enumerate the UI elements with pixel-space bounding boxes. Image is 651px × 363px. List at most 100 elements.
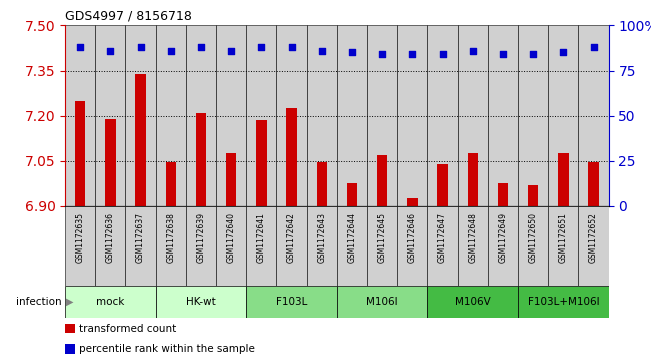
Point <box>165 48 176 54</box>
Point <box>105 48 116 54</box>
Point <box>75 44 85 50</box>
Bar <box>65 25 95 206</box>
Bar <box>428 206 458 286</box>
Bar <box>126 25 156 206</box>
Text: GSM1172638: GSM1172638 <box>166 212 175 263</box>
Text: M106I: M106I <box>367 297 398 307</box>
Bar <box>337 25 367 206</box>
Bar <box>277 25 307 206</box>
Text: GSM1172652: GSM1172652 <box>589 212 598 263</box>
Text: GSM1172636: GSM1172636 <box>106 212 115 263</box>
Bar <box>256 120 267 206</box>
Bar <box>579 25 609 206</box>
Bar <box>196 113 206 206</box>
Bar <box>277 206 307 286</box>
Point <box>256 44 267 50</box>
Bar <box>105 119 116 206</box>
Bar <box>65 344 75 354</box>
Bar <box>397 206 428 286</box>
Text: F103L+M106I: F103L+M106I <box>527 297 599 307</box>
Point <box>286 44 297 50</box>
Bar <box>548 206 579 286</box>
Bar <box>126 206 156 286</box>
Bar <box>458 206 488 286</box>
Bar <box>528 185 538 206</box>
Bar <box>498 183 508 206</box>
Bar <box>246 25 277 206</box>
Bar <box>186 206 216 286</box>
Bar <box>216 206 246 286</box>
Text: percentile rank within the sample: percentile rank within the sample <box>79 344 255 354</box>
Bar <box>458 25 488 206</box>
Point <box>528 52 538 57</box>
Bar <box>135 74 146 206</box>
Bar <box>316 162 327 206</box>
Text: transformed count: transformed count <box>79 324 176 334</box>
Bar <box>95 25 126 206</box>
Bar <box>518 206 548 286</box>
Text: GSM1172650: GSM1172650 <box>529 212 538 263</box>
Text: mock: mock <box>96 297 124 307</box>
Text: GSM1172639: GSM1172639 <box>197 212 206 263</box>
Text: GSM1172643: GSM1172643 <box>317 212 326 263</box>
Bar <box>165 162 176 206</box>
Point <box>347 50 357 56</box>
Text: GSM1172645: GSM1172645 <box>378 212 387 263</box>
Text: F103L: F103L <box>276 297 307 307</box>
Bar <box>518 25 548 206</box>
Bar <box>286 108 297 206</box>
Text: GSM1172641: GSM1172641 <box>257 212 266 263</box>
Point <box>377 52 387 57</box>
Text: GSM1172647: GSM1172647 <box>438 212 447 263</box>
Bar <box>337 286 428 318</box>
Point <box>467 48 478 54</box>
Bar <box>377 155 387 206</box>
Text: HK-wt: HK-wt <box>186 297 216 307</box>
Bar <box>558 153 569 206</box>
Bar <box>226 153 236 206</box>
Bar <box>156 286 246 318</box>
Text: GSM1172640: GSM1172640 <box>227 212 236 263</box>
Bar <box>246 206 277 286</box>
Bar <box>367 25 397 206</box>
Bar <box>307 206 337 286</box>
Bar <box>579 206 609 286</box>
Bar <box>518 286 609 318</box>
Point <box>498 52 508 57</box>
Bar <box>307 25 337 206</box>
Bar <box>246 286 337 318</box>
Bar <box>437 164 448 206</box>
Bar <box>75 101 85 206</box>
Text: ▶: ▶ <box>66 297 74 307</box>
Text: infection: infection <box>16 297 62 307</box>
Bar <box>548 25 579 206</box>
Bar <box>488 25 518 206</box>
Text: GSM1172635: GSM1172635 <box>76 212 85 263</box>
Point <box>558 50 568 56</box>
Bar <box>156 206 186 286</box>
Bar <box>407 198 418 206</box>
Point <box>135 44 146 50</box>
Bar <box>347 183 357 206</box>
Text: GSM1172644: GSM1172644 <box>348 212 357 263</box>
Bar <box>65 206 95 286</box>
Bar <box>488 206 518 286</box>
Text: GSM1172651: GSM1172651 <box>559 212 568 263</box>
Bar <box>186 25 216 206</box>
Bar <box>65 286 156 318</box>
Bar <box>589 162 599 206</box>
Text: M106V: M106V <box>455 297 491 307</box>
Point <box>196 44 206 50</box>
Point <box>589 44 599 50</box>
Bar <box>65 324 75 334</box>
Bar <box>428 286 518 318</box>
Point <box>316 48 327 54</box>
Bar <box>467 153 478 206</box>
Point <box>407 52 417 57</box>
Text: GSM1172649: GSM1172649 <box>499 212 508 263</box>
Text: GSM1172646: GSM1172646 <box>408 212 417 263</box>
Bar <box>397 25 428 206</box>
Text: GSM1172648: GSM1172648 <box>468 212 477 263</box>
Bar <box>367 206 397 286</box>
Text: GDS4997 / 8156718: GDS4997 / 8156718 <box>65 10 192 23</box>
